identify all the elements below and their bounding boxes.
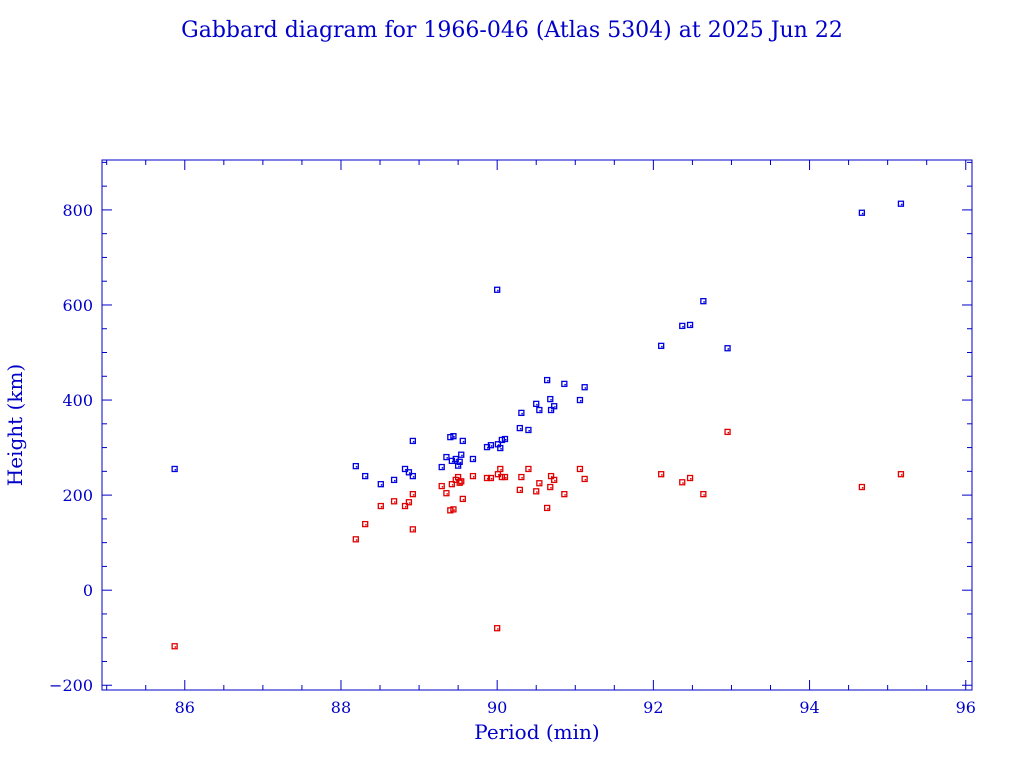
perigee-point (516, 486, 523, 494)
x-tick-label: 92 (643, 698, 663, 717)
apogee-point (497, 444, 504, 452)
axis-ticks: 86 88 90 92 94 96 −200 0 200 400 600 800 (49, 160, 976, 717)
apogee-point (551, 403, 558, 410)
apogee-point (561, 380, 568, 388)
apogee-point (438, 463, 445, 471)
perigee-point (547, 483, 554, 491)
perigee-point (377, 502, 384, 510)
apogee-point (679, 322, 686, 330)
apogee-point (409, 437, 416, 445)
perigee-point (533, 488, 540, 495)
perigee-point (483, 474, 491, 482)
apogee-point (469, 455, 477, 463)
perigee-point (581, 475, 588, 483)
apogee-point (897, 200, 905, 207)
apogee-point (352, 462, 359, 470)
perigee-point (724, 428, 731, 436)
apogee-point (487, 442, 495, 449)
apogee-point (362, 472, 369, 480)
perigee-point (679, 479, 686, 486)
perigee-point (450, 506, 457, 513)
perigee-point (518, 473, 525, 481)
apogee-point (494, 286, 501, 293)
perigee-point (501, 473, 509, 481)
apogee-point (700, 298, 707, 305)
perigee-point (497, 465, 504, 473)
apogee-point (581, 384, 588, 391)
x-tick-label: 96 (956, 698, 976, 717)
apogee-point (450, 433, 457, 440)
y-tick-label: 600 (62, 296, 93, 315)
apogee-point (458, 451, 465, 458)
apogee-point (390, 476, 398, 484)
apogee-point (405, 469, 413, 476)
apogee-point (533, 400, 540, 407)
perigee-point (700, 491, 707, 498)
data-points (171, 200, 905, 650)
perigee-point (576, 465, 584, 473)
apogee-point (501, 435, 509, 443)
perigee-point (686, 474, 694, 482)
x-tick-label: 90 (487, 698, 507, 717)
perigee-point (561, 491, 568, 498)
apogee-point (456, 458, 463, 465)
apogee-point (377, 481, 384, 488)
perigee-point (409, 526, 416, 533)
x-tick-label: 86 (175, 698, 195, 717)
perigee-point (458, 478, 465, 485)
apogee-point (525, 426, 532, 434)
y-axis-label: Height (km) (3, 364, 27, 486)
y-tick-label: 400 (62, 391, 93, 410)
perigee-point (487, 474, 495, 482)
perigee-point (409, 491, 416, 498)
apogee-point (724, 345, 731, 352)
apogee-point (516, 424, 523, 432)
plot-frame (101, 159, 973, 691)
perigee-point (536, 480, 543, 487)
apogee-point (518, 409, 525, 417)
y-tick-label: −200 (49, 676, 93, 695)
apogee-point (536, 406, 543, 414)
perigee-point (362, 520, 369, 528)
perigee-point (551, 476, 558, 484)
perigee-point (405, 499, 413, 506)
perigee-point (494, 625, 501, 632)
apogee-point (858, 209, 866, 216)
x-tick-label: 88 (331, 698, 351, 717)
chart-title: Gabbard diagram for 1966-046 (Atlas 5304… (181, 18, 843, 43)
perigee-point (443, 490, 450, 497)
perigee-point (858, 483, 866, 491)
y-tick-label: 800 (62, 201, 93, 220)
x-axis-label: Period (min) (474, 720, 599, 744)
apogee-point (547, 395, 554, 403)
apogee-point (171, 465, 178, 473)
apogee-point (459, 437, 466, 445)
perigee-point (352, 536, 359, 543)
perigee-point (459, 495, 466, 503)
apogee-point (576, 396, 584, 404)
perigee-point (525, 465, 532, 473)
apogee-point (401, 465, 409, 473)
perigee-point (390, 498, 398, 505)
perigee-point (469, 472, 477, 480)
x-tick-label: 94 (799, 698, 819, 717)
perigee-point (448, 481, 456, 488)
perigee-point (897, 471, 905, 478)
perigee-point (401, 502, 409, 510)
apogee-point (409, 472, 416, 480)
apogee-point (454, 462, 462, 469)
apogee-point (686, 321, 694, 329)
perigee-point (544, 504, 551, 512)
perigee-point (171, 643, 178, 650)
apogee-point (658, 342, 665, 350)
apogee-point (544, 376, 551, 384)
perigee-point (658, 471, 665, 478)
y-tick-label: 200 (62, 486, 93, 505)
y-tick-label: 0 (83, 581, 93, 600)
perigee-point (438, 482, 445, 490)
apogee-point (443, 453, 450, 461)
